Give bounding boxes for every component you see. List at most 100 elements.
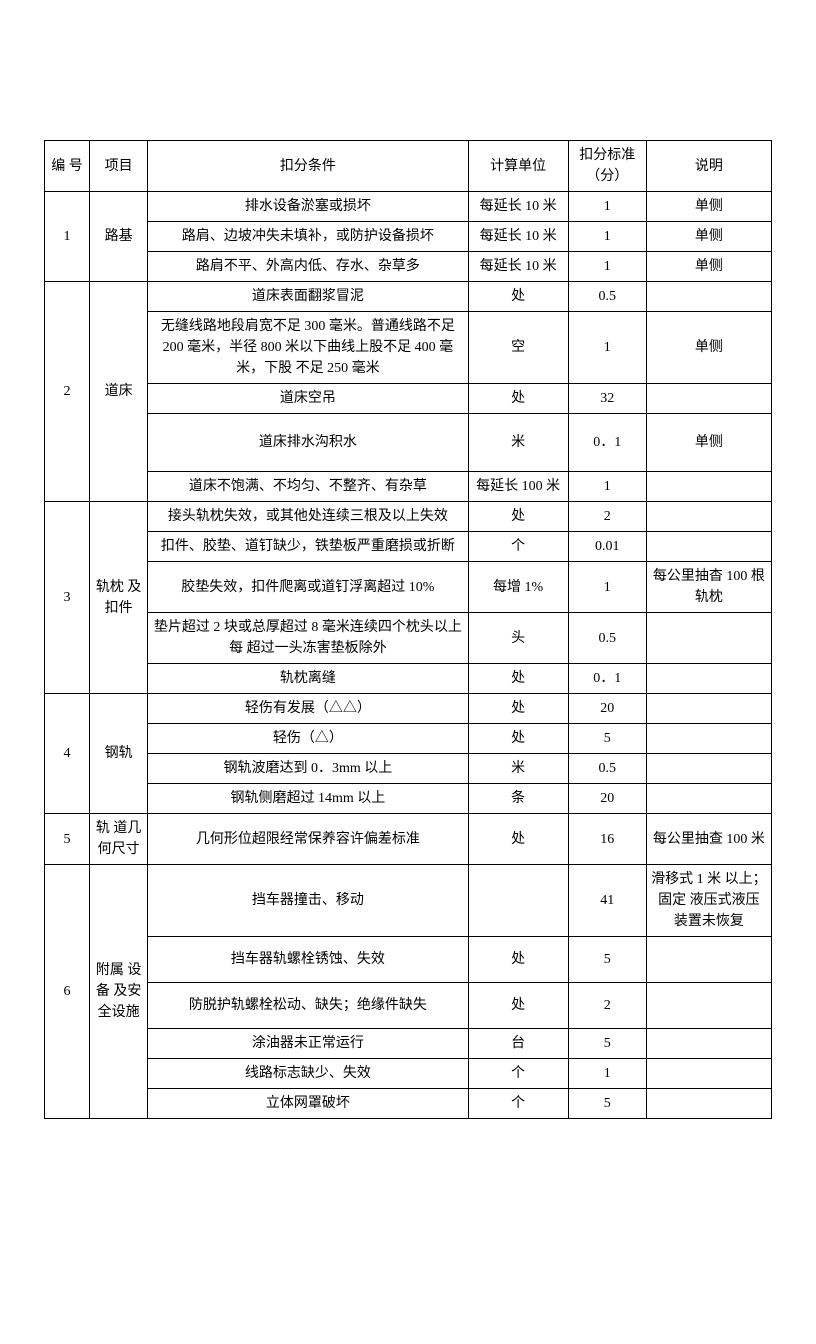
table-row: 4 钢轨 轻伤有发展（△△） 处 20	[45, 694, 772, 724]
cell-item: 路基	[90, 192, 148, 282]
col-note: 说明	[646, 141, 771, 192]
cell-note	[646, 724, 771, 754]
cell-unit	[468, 865, 568, 937]
cell-cond: 几何形位超限经常保养容许偏差标准	[148, 814, 468, 865]
cell-note: 滑移式 1 米 以上；固定 液压式液压 装置未恢复	[646, 865, 771, 937]
cell-cond: 轻伤有发展（△△）	[148, 694, 468, 724]
col-no: 编 号	[45, 141, 90, 192]
cell-score: 32	[568, 384, 646, 414]
cell-cond: 涂油器未正常运行	[148, 1029, 468, 1059]
cell-unit: 处	[468, 814, 568, 865]
cell-unit: 处	[468, 384, 568, 414]
cell-score: 1	[568, 312, 646, 384]
cell-note	[646, 472, 771, 502]
cell-score: 5	[568, 1089, 646, 1119]
table-row: 胶垫失效，扣件爬离或道钉浮离超过 10% 每增 1% 1 每公里抽杳 100 根…	[45, 562, 772, 613]
cell-no: 5	[45, 814, 90, 865]
table-row: 道床不饱满、不均匀、不整齐、有杂草 每延长 100 米 1	[45, 472, 772, 502]
cell-note	[646, 983, 771, 1029]
cell-score: 1	[568, 252, 646, 282]
cell-unit: 处	[468, 724, 568, 754]
table-row: 路肩、边坡冲失未填补，或防护设备损坏 每延长 10 米 1 单侧	[45, 222, 772, 252]
cell-cond: 挡车器撞击、移动	[148, 865, 468, 937]
cell-note	[646, 937, 771, 983]
cell-no: 1	[45, 192, 90, 282]
cell-cond: 无缝线路地段肩宽不足 300 毫米。普通线路不足 200 毫米，半径 800 米…	[148, 312, 468, 384]
cell-unit: 台	[468, 1029, 568, 1059]
col-item: 项目	[90, 141, 148, 192]
cell-unit: 个	[468, 532, 568, 562]
table-row: 5 轨 道几何尺寸 几何形位超限经常保养容许偏差标准 处 16 每公里抽查 10…	[45, 814, 772, 865]
table-row: 轨枕离缝 处 0．1	[45, 664, 772, 694]
cell-score: 2	[568, 502, 646, 532]
cell-cond: 立体网罩破坏	[148, 1089, 468, 1119]
cell-score: 16	[568, 814, 646, 865]
cell-cond: 道床表面翻浆冒泥	[148, 282, 468, 312]
table-row: 钢轨侧磨超过 14mm 以上 条 20	[45, 784, 772, 814]
cell-note	[646, 502, 771, 532]
cell-unit: 每延长 10 米	[468, 252, 568, 282]
cell-item: 附属 设备 及安全设施	[90, 865, 148, 1119]
cell-cond: 排水设备淤塞或损坏	[148, 192, 468, 222]
table-row: 钢轨波磨达到 0．3mm 以上 米 0.5	[45, 754, 772, 784]
cell-note: 每公里抽查 100 米	[646, 814, 771, 865]
cell-score: 0.5	[568, 282, 646, 312]
cell-item: 道床	[90, 282, 148, 502]
table-row: 立体网罩破坏 个 5	[45, 1089, 772, 1119]
cell-note	[646, 282, 771, 312]
table-row: 挡车器轨螺栓锈蚀、失效 处 5	[45, 937, 772, 983]
table-row: 轻伤（△） 处 5	[45, 724, 772, 754]
table-row: 2 道床 道床表面翻浆冒泥 处 0.5	[45, 282, 772, 312]
cell-note: 单侧	[646, 252, 771, 282]
cell-cond: 道床排水沟积水	[148, 414, 468, 472]
cell-no: 6	[45, 865, 90, 1119]
cell-cond: 钢轨侧磨超过 14mm 以上	[148, 784, 468, 814]
cell-score: 0．1	[568, 414, 646, 472]
cell-unit: 每增 1%	[468, 562, 568, 613]
cell-note	[646, 1089, 771, 1119]
table-row: 道床排水沟积水 米 0．1 单侧	[45, 414, 772, 472]
cell-unit: 空	[468, 312, 568, 384]
col-cond: 扣分条件	[148, 141, 468, 192]
cell-note	[646, 532, 771, 562]
cell-score: 0．1	[568, 664, 646, 694]
cell-score: 0.5	[568, 613, 646, 664]
cell-cond: 线路标志缺少、失效	[148, 1059, 468, 1089]
cell-unit: 头	[468, 613, 568, 664]
cell-unit: 处	[468, 502, 568, 532]
cell-cond: 防脱护轨螺栓松动、缺失；绝缘件缺失	[148, 983, 468, 1029]
cell-score: 2	[568, 983, 646, 1029]
cell-score: 1	[568, 562, 646, 613]
cell-note: 单侧	[646, 414, 771, 472]
cell-unit: 条	[468, 784, 568, 814]
table-row: 道床空吊 处 32	[45, 384, 772, 414]
cell-unit: 每延长 100 米	[468, 472, 568, 502]
table-row: 路肩不平、外高内低、存水、杂草多 每延长 10 米 1 单侧	[45, 252, 772, 282]
cell-unit: 处	[468, 282, 568, 312]
cell-cond: 路肩、边坡冲失未填补，或防护设备损坏	[148, 222, 468, 252]
table-row: 线路标志缺少、失效 个 1	[45, 1059, 772, 1089]
col-unit: 计算单位	[468, 141, 568, 192]
table-row: 扣件、胶垫、道钉缺少，铁垫板严重磨损或折断 个 0.01	[45, 532, 772, 562]
cell-score: 0.5	[568, 754, 646, 784]
table-row: 垫片超过 2 块或总厚超过 8 毫米连续四个枕头以上每 超过一头冻害垫板除外 头…	[45, 613, 772, 664]
cell-no: 3	[45, 502, 90, 694]
cell-score: 5	[568, 724, 646, 754]
cell-note	[646, 613, 771, 664]
cell-unit: 个	[468, 1059, 568, 1089]
cell-item: 轨 道几何尺寸	[90, 814, 148, 865]
cell-no: 4	[45, 694, 90, 814]
cell-cond: 道床不饱满、不均匀、不整齐、有杂草	[148, 472, 468, 502]
cell-cond: 扣件、胶垫、道钉缺少，铁垫板严重磨损或折断	[148, 532, 468, 562]
col-score: 扣分标准（分）	[568, 141, 646, 192]
cell-unit: 个	[468, 1089, 568, 1119]
cell-cond: 钢轨波磨达到 0．3mm 以上	[148, 754, 468, 784]
cell-score: 5	[568, 1029, 646, 1059]
cell-note	[646, 1029, 771, 1059]
cell-note	[646, 754, 771, 784]
cell-score: 1	[568, 192, 646, 222]
cell-note	[646, 664, 771, 694]
cell-unit: 米	[468, 414, 568, 472]
table-header-row: 编 号 项目 扣分条件 计算单位 扣分标准（分） 说明	[45, 141, 772, 192]
cell-cond: 轻伤（△）	[148, 724, 468, 754]
